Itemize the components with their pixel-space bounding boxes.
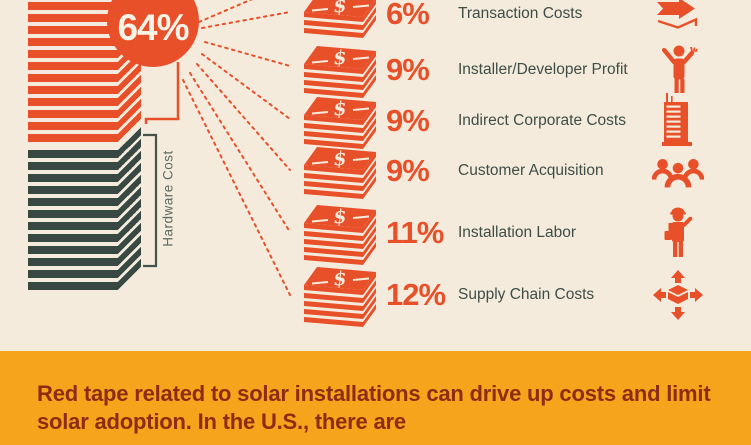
money-stack-icon: $ (304, 205, 376, 265)
transfer-arrows-icon (652, 0, 704, 30)
svg-text:$: $ (332, 267, 347, 290)
construction-worker-icon (652, 207, 704, 259)
cost-label: Installation Labor (458, 224, 577, 242)
pct-value: 12% (386, 277, 446, 312)
soft-costs-stack-front (28, 2, 118, 142)
svg-text:$: $ (332, 147, 347, 170)
people-group-icon (652, 151, 704, 191)
svg-text:$: $ (332, 97, 347, 120)
money-stack-icon: $ (304, 46, 376, 98)
money-stack-icon: $ (304, 267, 376, 327)
pct-value: 9% (386, 153, 430, 188)
soft-costs-pointer (144, 62, 180, 124)
svg-text:$: $ (332, 205, 347, 228)
money-stack-icon: $ (304, 0, 376, 38)
cost-label: Indirect Corporate Costs (458, 112, 626, 130)
cost-label: Customer Acquisition (458, 162, 604, 180)
hardware-bracket (143, 133, 158, 268)
cost-row-installer-profit: $ 9% Installer/Developer Profit (300, 40, 720, 100)
banner-text: Red tape related to solar installations … (37, 381, 711, 434)
hardware-stack-front (28, 150, 118, 291)
red-tape-banner: Red tape related to solar installations … (0, 351, 751, 445)
cost-row-customer-acquisition: $ 9% Customer Acquisition (300, 141, 720, 201)
office-building-icon (652, 93, 704, 149)
hardware-cost-label: Hardware Cost (160, 150, 176, 247)
cost-label: Installer/Developer Profit (458, 61, 628, 79)
cost-row-installation-labor: $ 11% Installation Labor (300, 203, 720, 265)
cost-row-transaction: $ 6% Transaction Costs (300, 0, 720, 44)
dotted-rays (182, 0, 291, 296)
svg-text:$: $ (332, 0, 347, 18)
svg-text:$: $ (332, 46, 347, 69)
pct-value: 6% (386, 0, 430, 31)
box-distribution-arrows-icon (652, 269, 704, 321)
person-gesturing-icon (652, 44, 704, 96)
cost-label: Supply Chain Costs (458, 286, 595, 304)
pct-value: 11% (386, 215, 444, 250)
money-stack-icon: $ (304, 147, 376, 199)
pct-value: 9% (386, 103, 430, 138)
cost-row-indirect-corporate: $ 9% Indirect Corporate Costs (300, 91, 720, 151)
pct-value: 9% (386, 52, 430, 87)
money-stack-icon: $ (304, 97, 376, 149)
soft-costs-total-pct: 64% (117, 7, 189, 48)
cost-row-supply-chain: $ 12% Supply Chain Costs (300, 265, 720, 327)
hardware-stack-side (118, 127, 141, 291)
cost-label: Transaction Costs (458, 5, 583, 23)
